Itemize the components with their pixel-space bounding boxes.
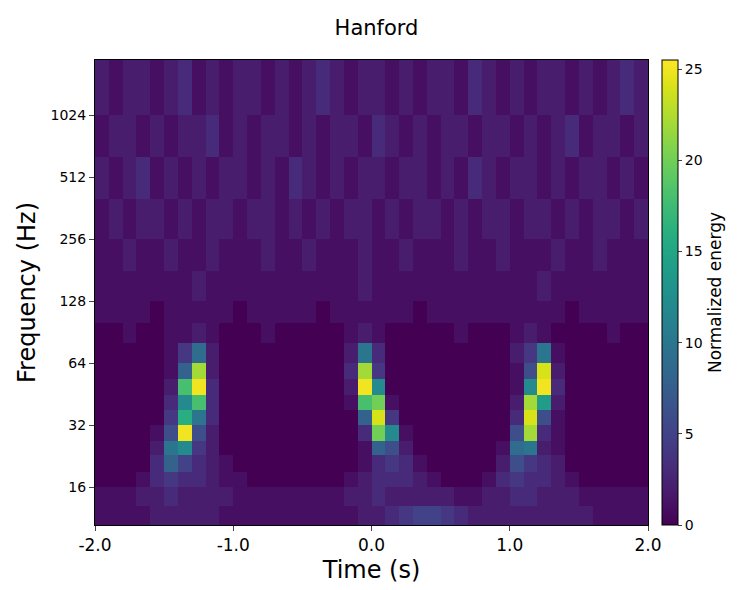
svg-text:25: 25 (685, 61, 703, 77)
svg-text:5: 5 (685, 426, 694, 442)
svg-text:64: 64 (68, 355, 86, 371)
svg-text:128: 128 (59, 293, 86, 309)
svg-text:Normalized energy: Normalized energy (705, 212, 725, 373)
svg-text:1.0: 1.0 (496, 535, 523, 555)
svg-text:Time (s): Time (s) (322, 556, 421, 584)
svg-text:1024: 1024 (51, 107, 87, 123)
svg-text:Hanford: Hanford (335, 16, 419, 40)
svg-text:0.0: 0.0 (358, 535, 385, 555)
svg-text:2.0: 2.0 (634, 535, 661, 555)
svg-text:-1.0: -1.0 (217, 535, 250, 555)
svg-text:16: 16 (68, 479, 86, 495)
svg-text:15: 15 (685, 243, 703, 259)
svg-text:32: 32 (68, 417, 86, 433)
svg-text:20: 20 (685, 152, 703, 168)
svg-text:Frequency (Hz): Frequency (Hz) (13, 202, 41, 383)
svg-text:-2.0: -2.0 (78, 535, 111, 555)
svg-text:512: 512 (59, 169, 86, 185)
svg-text:256: 256 (59, 231, 86, 247)
svg-text:10: 10 (685, 335, 703, 351)
svg-text:0: 0 (685, 517, 694, 533)
